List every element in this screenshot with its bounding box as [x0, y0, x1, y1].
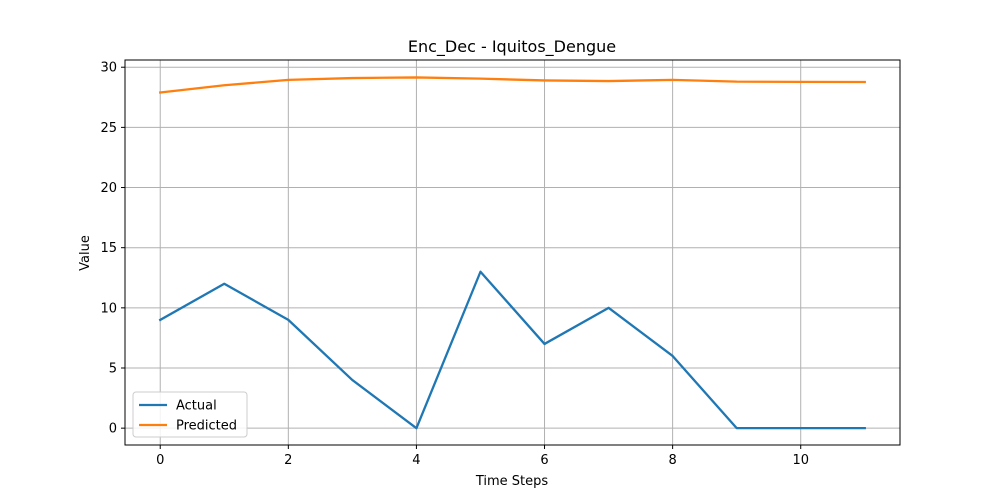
- y-tick-label: 25: [100, 121, 117, 136]
- y-tick-label: 15: [100, 241, 117, 256]
- chart-title: Enc_Dec - Iquitos_Dengue: [408, 37, 616, 57]
- x-tick-label: 6: [540, 453, 548, 468]
- x-tick-label: 8: [668, 453, 676, 468]
- y-axis-label: Value: [78, 235, 93, 271]
- y-tick-label: 5: [109, 362, 117, 377]
- series-line-predicted: [158, 76, 866, 94]
- y-axis: 0 5 10 15 20 25 30: [100, 61, 125, 437]
- plot-frame: [124, 59, 901, 446]
- x-tick-label: 2: [284, 453, 292, 468]
- series-lines: [158, 76, 866, 430]
- y-tick-label: 10: [100, 301, 117, 316]
- x-tick-label: 0: [156, 453, 164, 468]
- y-tick-label: 30: [100, 61, 117, 76]
- grid-lines: [125, 60, 900, 445]
- legend: Actual Predicted: [132, 391, 248, 438]
- x-tick-label: 10: [792, 453, 809, 468]
- legend-label-predicted: Predicted: [176, 419, 237, 434]
- legend-label-actual: Actual: [176, 399, 217, 414]
- y-tick-label: 0: [109, 422, 117, 437]
- series-line-actual: [158, 270, 866, 430]
- y-tick-label: 20: [100, 181, 117, 196]
- x-axis-label: Time Steps: [475, 474, 549, 489]
- x-axis: 0 2 4 6 8 10: [156, 445, 809, 468]
- x-tick-label: 4: [412, 453, 420, 468]
